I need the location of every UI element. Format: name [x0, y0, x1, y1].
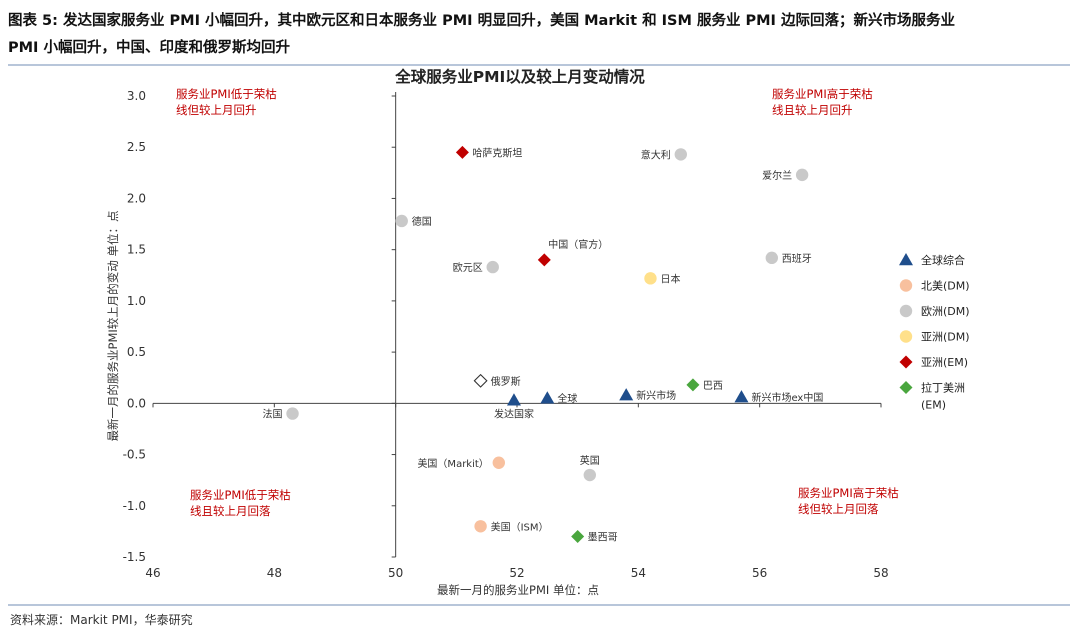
legend-marker — [899, 381, 913, 394]
data-point-label: 美国（ISM） — [491, 520, 549, 533]
data-point — [795, 168, 809, 182]
data-point-label: 中国（官方） — [548, 238, 608, 251]
y-axis-label: 最新一月的服务业PMI较上月的变动 单位：点 — [106, 211, 120, 442]
data-point-label: 俄罗斯 — [491, 375, 521, 388]
data-point-label: 新兴市场 — [636, 389, 676, 402]
data-point-label: 爱尔兰 — [762, 169, 792, 182]
x-tick-label: 50 — [388, 566, 403, 580]
footer-divider — [8, 604, 1070, 606]
quadrant-label-top-left: 服务业PMI低于荣枯 — [176, 87, 277, 101]
data-point-label: 新兴市场ex中国 — [751, 391, 823, 404]
x-axis-label: 最新一月的服务业PMI 单位：点 — [437, 583, 599, 597]
x-tick-label: 58 — [873, 566, 888, 580]
legend-label: 北美(DM) — [921, 280, 970, 293]
y-tick-label: 3.0 — [127, 89, 146, 103]
data-point — [583, 468, 596, 482]
data-point — [674, 148, 687, 161]
caption-line-1: 图表 5: 发达国家服务业 PMI 小幅回升，其中欧元区和日本服务业 PMI 明… — [8, 13, 955, 29]
x-tick-label: 54 — [631, 566, 646, 580]
data-point-label: 全球 — [557, 392, 577, 405]
legend-marker — [899, 330, 913, 343]
quadrant-label-top-left: 线但较上月回升 — [176, 103, 257, 117]
quadrant-label-bottom-right: 服务业PMI高于荣枯 — [798, 486, 899, 500]
y-tick-label: 0.0 — [127, 396, 146, 410]
legend-marker — [899, 355, 913, 369]
data-point — [486, 260, 499, 274]
data-point — [492, 456, 505, 469]
header-divider — [8, 64, 1070, 66]
quadrant-label-bottom-left: 服务业PMI低于荣枯 — [190, 488, 291, 502]
data-point-label: 美国（Markit） — [417, 457, 488, 470]
x-tick-label: 48 — [267, 566, 282, 580]
data-point — [537, 253, 551, 267]
legend-label: 全球综合 — [921, 253, 965, 267]
y-tick-label: 1.5 — [127, 243, 146, 257]
quadrant-label-bottom-right: 线但较上月回落 — [798, 502, 879, 516]
source-note: 资料来源：Markit PMI，华泰研究 — [10, 613, 193, 627]
data-point — [540, 391, 555, 404]
y-tick-label: 2.0 — [127, 191, 146, 205]
legend-label: 欧洲(DM) — [921, 305, 970, 318]
data-point — [506, 393, 521, 406]
data-point-label: 意大利 — [641, 148, 671, 161]
y-tick-label: -1.5 — [123, 550, 146, 564]
x-tick-label: 46 — [145, 566, 160, 580]
y-tick-label: 1.0 — [127, 294, 146, 308]
data-point — [644, 272, 657, 285]
data-point-label: 巴西 — [703, 380, 723, 392]
data-point — [455, 145, 469, 159]
data-point — [395, 214, 408, 228]
data-point-label: 哈萨克斯坦 — [472, 146, 522, 159]
y-tick-label: 0.5 — [127, 345, 146, 359]
data-point-label: 日本 — [660, 272, 680, 285]
data-point-label: 墨西哥 — [588, 532, 618, 544]
data-point — [474, 520, 487, 533]
quadrant-label-bottom-left: 线且较上月回落 — [190, 504, 271, 518]
data-point-label: 德国 — [412, 215, 432, 228]
data-point-label: 法国 — [263, 408, 283, 421]
data-point — [765, 251, 778, 265]
legend-marker — [899, 304, 913, 318]
figure-caption: 图表 5: 发达国家服务业 PMI 小幅回升，其中欧元区和日本服务业 PMI 明… — [8, 8, 1070, 62]
legend-label: (EM) — [921, 399, 946, 412]
data-point — [686, 378, 700, 392]
legend-label: 亚洲(DM) — [921, 331, 970, 344]
quadrant-label-top-right: 服务业PMI高于荣枯 — [772, 87, 873, 101]
data-point-label: 欧元区 — [453, 262, 483, 274]
legend-marker — [899, 279, 913, 292]
legend-label: 拉丁美洲 — [921, 381, 965, 395]
y-tick-label: -1.0 — [123, 499, 146, 513]
chart-title: 全球服务业PMI以及较上月变动情况 — [394, 67, 645, 86]
data-point-label: 西班牙 — [782, 253, 812, 265]
data-point-label: 发达国家 — [494, 407, 534, 420]
quadrant-annotations: 服务业PMI低于荣枯线但较上月回升服务业PMI高于荣枯线且较上月回升服务业PMI… — [176, 87, 899, 518]
legend-label: 亚洲(EM) — [921, 356, 968, 369]
y-tick-label: -0.5 — [123, 448, 146, 462]
data-point — [734, 390, 749, 403]
data-point — [286, 407, 299, 420]
data-point — [473, 373, 488, 388]
data-point — [571, 530, 585, 544]
quadrant-label-top-right: 线且较上月回升 — [772, 103, 853, 117]
legend-marker — [899, 253, 913, 266]
x-tick-label: 56 — [752, 566, 767, 580]
caption-line-2: PMI 小幅回升，中国、印度和俄罗斯均回升 — [8, 40, 290, 56]
y-tick-label: 2.5 — [127, 140, 146, 154]
x-tick-label: 52 — [509, 566, 524, 580]
data-point — [619, 388, 634, 401]
data-point-label: 英国 — [580, 454, 600, 467]
